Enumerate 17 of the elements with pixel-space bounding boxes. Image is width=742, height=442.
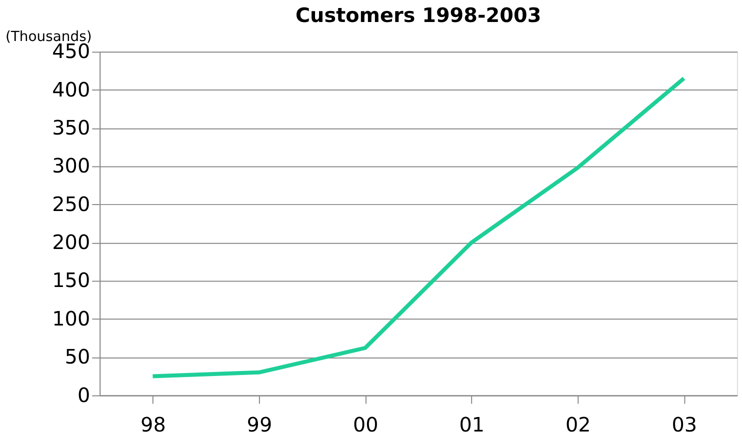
y-tick-label: 400 (52, 78, 90, 102)
x-tick-label: 99 (246, 414, 272, 437)
x-tick-label: 98 (140, 414, 166, 437)
x-tick-label: 01 (459, 414, 485, 437)
y-tick-label: 0 (77, 384, 90, 407)
x-tick-label: 00 (353, 414, 378, 437)
y-tick-label: 150 (52, 269, 90, 292)
y-tick-label: 250 (52, 192, 90, 216)
y-tick-label: 50 (64, 346, 90, 369)
x-tick-label: 03 (672, 414, 698, 437)
y-tick-label: 200 (52, 231, 90, 254)
chart-title: Customers 1998-2003 (295, 4, 542, 27)
y-tick-label: 350 (52, 116, 90, 140)
x-tick-label: 02 (565, 414, 591, 437)
y-tick-label: 100 (52, 307, 90, 330)
line-series (150, 76, 686, 378)
y-tick-label: 300 (52, 154, 90, 178)
